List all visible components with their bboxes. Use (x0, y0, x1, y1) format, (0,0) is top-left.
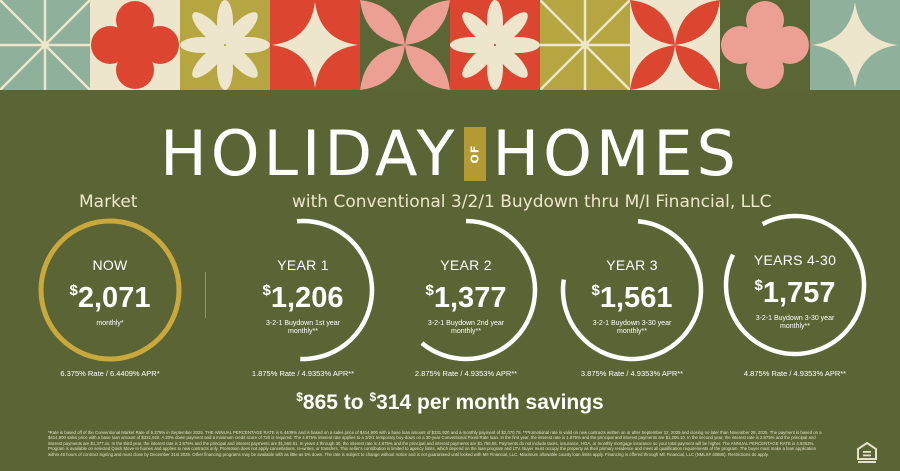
petals-x-tile (630, 0, 720, 90)
amount-value: 1,377 (433, 282, 507, 314)
clover-tile (90, 0, 180, 90)
title-of-badge: OF (464, 126, 487, 181)
title-homes: HOMES (492, 116, 740, 190)
period-label: YEAR 3 (606, 257, 658, 273)
period-label: YEARS 4-30 (753, 252, 837, 268)
payment-note: 3-2-1 Buydown 2nd year monthly** (427, 320, 505, 335)
progress-arc (394, 218, 538, 362)
currency-symbol: $ (754, 277, 763, 294)
monthly-amount: $1,757 (710, 270, 880, 309)
fine-print-disclaimer: *Rate is based off of the Conventional M… (48, 430, 822, 457)
payment-note: 3-2-1 Buydown 1st year monthly** (266, 320, 340, 335)
payment-card: YEAR 3 $1,561 3-2-1 Buydown 3-30 year mo… (547, 205, 717, 375)
savings-to-word: to (337, 391, 370, 414)
amount-value: 1,206 (270, 282, 344, 314)
monthly-amount: $1,377 (381, 275, 551, 314)
rate-apr-text: 2.875% Rate / 4.9353% APR** (414, 369, 518, 378)
amount-value: 2,071 (77, 282, 151, 314)
currency-symbol: $ (591, 282, 600, 299)
flower-tile (180, 0, 270, 90)
progress-arc (231, 218, 375, 362)
divider (205, 272, 206, 318)
equal-housing-opportunity-icon (857, 441, 877, 464)
decorative-tile-banner (0, 0, 900, 90)
amount-value: 1,757 (762, 277, 836, 309)
market-label: Market (79, 192, 138, 212)
star-tile (810, 0, 900, 90)
progress-arc (723, 213, 867, 357)
page-title: HOLIDAY OF HOMES (0, 110, 900, 194)
currency-symbol: $ (262, 282, 271, 299)
savings-suffix: per month savings (411, 391, 604, 414)
savings-to: 314 (376, 391, 412, 414)
progress-arc (560, 218, 704, 362)
rate-apr-text: 6.375% Rate / 6.4409% APR* (60, 369, 160, 378)
monthly-amount: $2,071 (25, 275, 195, 314)
rate-apr-text: 3.875% Rate / 4.9353% APR** (580, 369, 684, 378)
payment-card: YEAR 1 $1,206 3-2-1 Buydown 1st year mon… (218, 205, 388, 375)
amount-value: 1,561 (599, 282, 673, 314)
payment-card: YEAR 2 $1,377 3-2-1 Buydown 2nd year mon… (381, 205, 551, 375)
star-tile (270, 0, 360, 90)
savings-headline: $865 to $314 per month savings (0, 390, 900, 415)
title-holiday: HOLIDAY (160, 116, 459, 190)
asterisk-lines-tile (540, 0, 630, 90)
payment-note: monthly* (96, 320, 124, 327)
clover-tile (720, 0, 810, 90)
currency-symbol: $ (296, 390, 303, 404)
monthly-amount: $1,561 (547, 275, 717, 314)
currency-symbol: $ (369, 390, 377, 404)
payment-note: 3-2-1 Buydown 3-30 year monthly** (755, 315, 835, 330)
currency-symbol: $ (69, 282, 78, 299)
monthly-amount: $1,206 (218, 275, 388, 314)
payment-card: YEARS 4-30 $1,757 3-2-1 Buydown 3-30 yea… (710, 200, 880, 370)
market-ring (38, 218, 182, 362)
payment-card: NOW $2,071 monthly* (25, 205, 195, 375)
period-label: NOW (92, 257, 128, 273)
period-label: YEAR 1 (277, 257, 329, 273)
petals-x-tile (360, 0, 450, 90)
promo-label: with Conventional 3/2/1 Buydown thru M/I… (292, 192, 772, 212)
currency-symbol: $ (425, 282, 434, 299)
period-label: YEAR 2 (440, 257, 492, 273)
savings-from: 865 (302, 391, 338, 414)
flower-tile (450, 0, 540, 90)
title-of-text: OF (468, 144, 482, 164)
asterisk-lines-tile (0, 0, 90, 90)
rate-apr-text: 1.875% Rate / 4.9353% APR** (251, 369, 355, 378)
rate-apr-text: 4.875% Rate / 4.9353% APR** (743, 369, 847, 378)
payment-note: 3-2-1 Buydown 3-30 year monthly** (592, 320, 672, 335)
